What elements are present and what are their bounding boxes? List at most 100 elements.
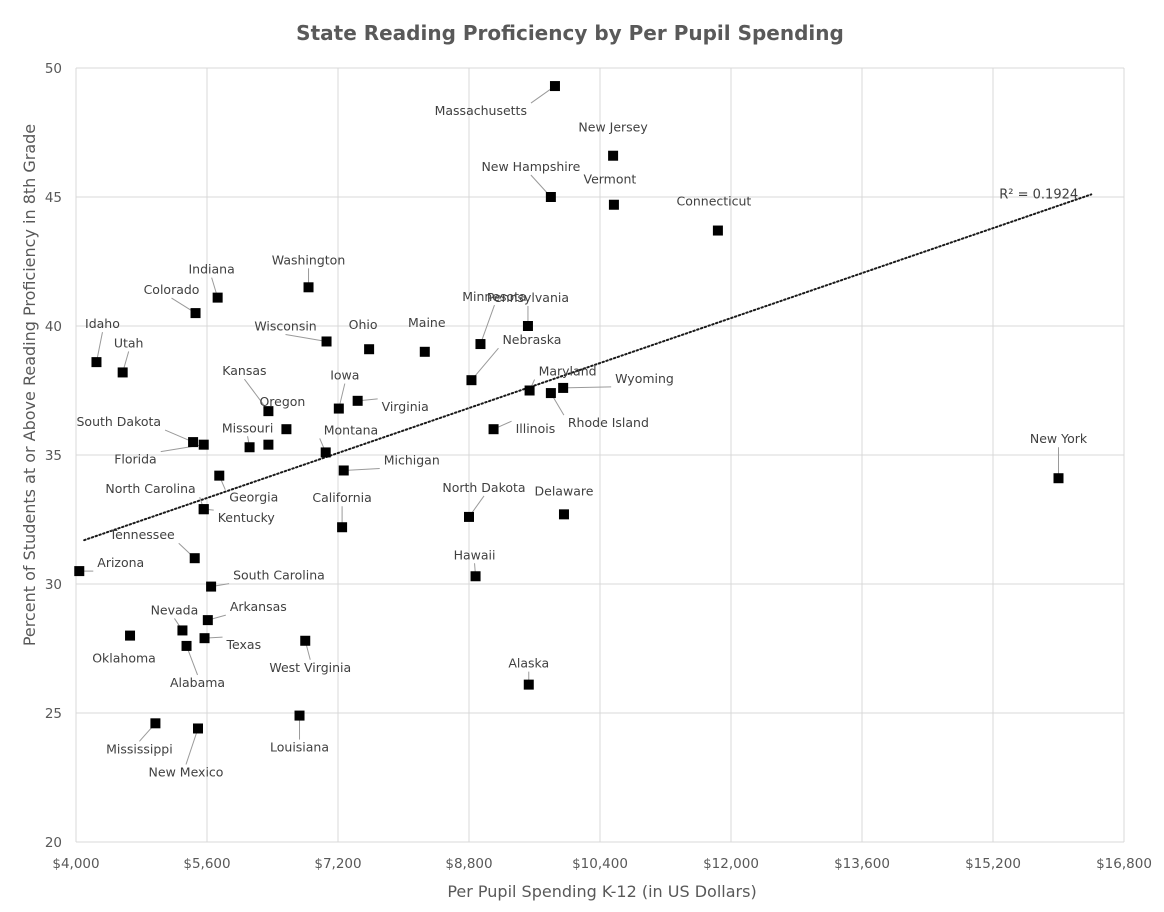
point-label-arizona: Arizona bbox=[97, 555, 144, 570]
point-rhode-island bbox=[545, 388, 556, 399]
y-tick-label: 20 bbox=[45, 835, 62, 851]
y-tick-label: 40 bbox=[45, 319, 62, 335]
point-label-connecticut: Connecticut bbox=[676, 194, 751, 209]
point-label-minnesota: Minnesota bbox=[462, 289, 527, 304]
point-california bbox=[337, 522, 348, 533]
leader-line-minnesota bbox=[479, 304, 495, 345]
point-nebraska bbox=[466, 375, 477, 386]
point-label-hawaii: Hawaii bbox=[454, 547, 496, 562]
point-missouri bbox=[263, 439, 274, 450]
point-label-colorado: Colorado bbox=[144, 282, 200, 297]
point-new-hampshire bbox=[545, 192, 556, 202]
y-tick-label: 30 bbox=[45, 577, 62, 593]
leader-line-michigan bbox=[343, 467, 380, 471]
point-label-missouri: Missouri bbox=[222, 420, 273, 435]
point-label-idaho: Idaho bbox=[85, 316, 120, 331]
point-label-west-virginia: West Virginia bbox=[269, 660, 351, 675]
point-indiana bbox=[212, 292, 223, 303]
point-label-florida: Florida bbox=[114, 452, 157, 467]
point-maine bbox=[419, 346, 430, 357]
leader-line-wyoming bbox=[563, 386, 612, 389]
point-iowa bbox=[333, 403, 344, 414]
point-alabama bbox=[181, 640, 192, 651]
point-vermont bbox=[608, 199, 619, 210]
point-label-georgia: Georgia bbox=[229, 490, 278, 505]
point-arkansas bbox=[202, 615, 213, 626]
point-new-mexico bbox=[192, 723, 203, 734]
point-label-arkansas: Arkansas bbox=[230, 599, 287, 614]
point-label-nebraska: Nebraska bbox=[502, 332, 561, 347]
point-label-indiana: Indiana bbox=[189, 262, 235, 277]
point-label-wyoming: Wyoming bbox=[615, 371, 674, 386]
point-label-oregon: Oregon bbox=[259, 394, 305, 409]
point-oregon bbox=[281, 424, 292, 435]
point-hawaii bbox=[470, 571, 481, 582]
point-label-california: California bbox=[312, 490, 371, 505]
leader-line-kansas bbox=[244, 378, 269, 412]
point-colorado bbox=[190, 308, 201, 319]
point-ohio bbox=[364, 344, 375, 355]
point-label-kentucky: Kentucky bbox=[218, 510, 276, 525]
point-utah bbox=[117, 367, 128, 378]
point-kansas bbox=[263, 406, 274, 417]
point-connecticut bbox=[712, 225, 723, 236]
x-tick-label: $13,600 bbox=[834, 856, 890, 872]
x-tick-label: $12,000 bbox=[703, 856, 759, 872]
chart-title: State Reading Proficiency by Per Pupil S… bbox=[296, 21, 844, 45]
point-nevada bbox=[177, 625, 188, 636]
x-tick-label: $5,600 bbox=[183, 856, 230, 872]
point-label-michigan: Michigan bbox=[384, 452, 440, 467]
point-georgia bbox=[214, 470, 225, 481]
point-label-oklahoma: Oklahoma bbox=[92, 651, 156, 666]
point-maryland bbox=[524, 385, 535, 396]
point-label-washington: Washington bbox=[272, 252, 345, 267]
point-new-jersey bbox=[608, 150, 619, 161]
y-tick-label: 25 bbox=[45, 706, 62, 722]
y-tick-label: 45 bbox=[45, 190, 62, 206]
point-washington bbox=[303, 282, 314, 293]
point-label-massachusetts: Massachusetts bbox=[435, 103, 527, 118]
x-tick-label: $10,400 bbox=[572, 856, 628, 872]
point-label-louisiana: Louisiana bbox=[270, 740, 329, 755]
point-arizona bbox=[74, 566, 85, 577]
point-labels: Massachusetts New Jersey New HampshireVerm… bbox=[76, 103, 1087, 779]
y-axis-ticks: 20 25 30 35 40 45 50 bbox=[45, 61, 62, 851]
point-label-montana: Montana bbox=[324, 422, 379, 437]
point-label-iowa: Iowa bbox=[330, 368, 359, 383]
gridlines bbox=[75, 67, 1125, 843]
point-michigan bbox=[338, 465, 349, 476]
point-label-north-dakota: North Dakota bbox=[442, 480, 525, 495]
point-label-texas: Texas bbox=[226, 637, 262, 652]
point-label-new-jersey: New Jersey bbox=[578, 120, 648, 135]
point-label-north-carolina: North Carolina bbox=[105, 481, 195, 496]
x-tick-label: $7,200 bbox=[314, 856, 361, 872]
point-label-new-hampshire: New Hampshire bbox=[481, 159, 580, 174]
point-label-pennsylvania: Pennsylvania bbox=[487, 290, 569, 305]
point-virginia bbox=[352, 395, 363, 406]
point-pennsylvania bbox=[522, 321, 533, 331]
x-tick-label: $15,200 bbox=[965, 856, 1021, 872]
point-label-delaware: Delaware bbox=[535, 483, 594, 498]
point-label-rhode-island: Rhode Island bbox=[568, 415, 649, 430]
leader-line-nebraska bbox=[471, 347, 499, 381]
point-florida bbox=[198, 439, 209, 450]
point-label-ohio: Ohio bbox=[349, 317, 378, 332]
point-label-new-mexico: New Mexico bbox=[149, 764, 224, 779]
point-label-maryland: Maryland bbox=[539, 364, 597, 379]
point-label-illinois: Illinois bbox=[516, 421, 556, 436]
point-kentucky bbox=[198, 504, 209, 515]
point-label-kansas: Kansas bbox=[222, 363, 266, 378]
point-label-maine: Maine bbox=[408, 315, 446, 330]
point-label-wisconsin: Wisconsin bbox=[254, 318, 316, 333]
y-axis-title: Percent of Students at or Above Reading … bbox=[20, 124, 39, 646]
point-wyoming bbox=[558, 382, 569, 393]
y-tick-label: 35 bbox=[45, 448, 62, 464]
point-label-vermont: Vermont bbox=[583, 172, 636, 187]
leader-line-new-mexico bbox=[185, 728, 199, 765]
point-label-new-york: New York bbox=[1030, 431, 1088, 446]
point-label-utah: Utah bbox=[114, 335, 144, 350]
data-points bbox=[74, 81, 1064, 734]
point-wisconsin bbox=[321, 336, 332, 347]
